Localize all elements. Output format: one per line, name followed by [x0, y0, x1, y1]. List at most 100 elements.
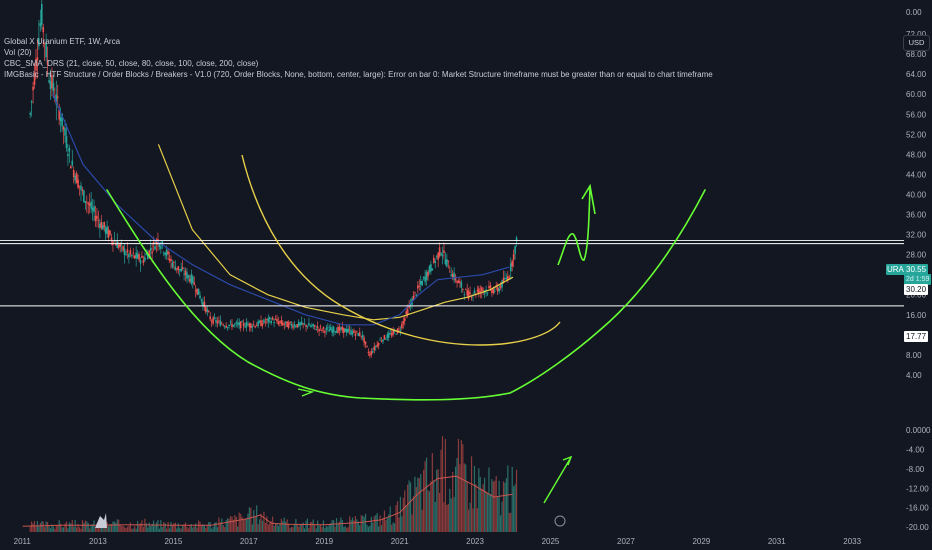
volume-bar — [298, 526, 300, 532]
candle-body — [390, 333, 393, 336]
volume-bar — [317, 520, 319, 532]
volume-bar — [327, 526, 329, 532]
volume-bar — [187, 528, 190, 532]
candle-body — [360, 335, 363, 337]
imgbasic-indicator-legend[interactable]: IMGBasic - HTF Structure / Order Blocks … — [4, 70, 713, 79]
candle-body — [434, 261, 437, 263]
volume-bar — [382, 517, 384, 532]
volume-bar — [182, 525, 184, 532]
volume-bar — [292, 527, 294, 532]
volume-bar — [254, 516, 256, 532]
candle-body — [84, 201, 87, 203]
volume-bar — [39, 523, 41, 532]
candle-body — [235, 322, 238, 324]
volume-bar — [129, 522, 131, 532]
candle-body — [218, 320, 220, 321]
volume-axis-tick: -8.00 — [906, 465, 925, 474]
price-pane — [0, 0, 904, 359]
candle-body — [460, 282, 463, 288]
volume-bar — [257, 524, 259, 532]
volume-bar — [65, 521, 68, 532]
volume-bar — [113, 521, 115, 532]
volume-bar — [86, 521, 88, 532]
volume-bar — [118, 519, 120, 532]
volume-bar — [343, 526, 345, 532]
price-axis-tick: 4.00 — [906, 371, 922, 380]
volume-bar — [70, 523, 72, 532]
volume-bar — [484, 477, 486, 532]
candle-body — [48, 80, 50, 83]
volume-bar — [36, 521, 39, 532]
volume-bar — [122, 525, 124, 532]
candle-body — [100, 221, 103, 229]
candle-body — [61, 113, 63, 127]
volume-bar — [77, 523, 79, 532]
volume-bar — [398, 517, 400, 532]
candle-body — [489, 285, 492, 289]
candle-body — [221, 323, 223, 325]
volume-bar — [245, 518, 248, 532]
candle-body — [187, 275, 190, 279]
volume-bar — [489, 494, 492, 532]
price-axis-tick: 48.00 — [906, 150, 927, 159]
time-axis-tick: 2019 — [315, 537, 333, 546]
candle-body — [328, 329, 331, 332]
candle-body — [155, 240, 158, 244]
candle-body — [206, 309, 209, 312]
candle-body — [234, 323, 236, 325]
candle-body — [511, 260, 514, 267]
volume-bar — [504, 482, 506, 532]
candle-body — [466, 289, 468, 296]
volume-bar — [433, 480, 435, 532]
candle-body — [64, 128, 66, 136]
volume-bar — [192, 527, 194, 532]
volume-bar — [199, 521, 201, 532]
candle-body — [162, 252, 165, 254]
price-axis-tick: 0.00 — [906, 8, 922, 17]
candle-body — [250, 323, 252, 329]
volume-legend[interactable]: Vol (20) — [4, 48, 32, 57]
candle-body — [29, 113, 31, 115]
volume-bar — [469, 502, 471, 532]
candle-body — [104, 227, 107, 234]
candle-body — [443, 250, 445, 253]
symbol-legend[interactable]: Global X Uranium ETF, 1W, Arca — [4, 37, 121, 46]
candle-body — [238, 322, 241, 326]
candle-body — [441, 254, 444, 256]
volume-bar — [260, 513, 262, 532]
price-axis-tick: 64.00 — [906, 70, 927, 79]
candle-body — [125, 254, 127, 255]
volume-bar — [354, 516, 356, 532]
volume-bar — [337, 523, 339, 532]
candle-body — [49, 81, 52, 90]
currency-button[interactable]: USD — [903, 35, 930, 51]
candle-body — [133, 255, 136, 259]
volume-bar — [404, 490, 406, 532]
volume-bar — [299, 524, 301, 532]
candle-body — [293, 324, 296, 327]
candle-body — [312, 323, 315, 326]
volume-bar — [135, 528, 137, 532]
volume-bar — [99, 525, 101, 532]
candle-body — [280, 320, 283, 324]
candle-body — [263, 319, 265, 323]
candle-body — [142, 259, 145, 264]
sma-indicator-legend[interactable]: CBC_SMA_DRS (21, close, 50, close, 80, c… — [4, 59, 259, 68]
candle-body — [226, 327, 229, 328]
volume-bar — [205, 528, 207, 532]
candle-body — [39, 22, 42, 27]
candle-body — [470, 297, 473, 298]
volume-bar — [160, 520, 162, 532]
candle-body — [341, 326, 344, 331]
candle-body — [58, 109, 61, 120]
volume-bar — [41, 521, 43, 532]
time-axis-tick: 2033 — [843, 537, 861, 546]
candle-body — [168, 258, 171, 261]
volume-bar — [513, 486, 515, 532]
volume-bar — [283, 517, 285, 532]
candle-body — [87, 202, 90, 205]
candle-body — [110, 237, 113, 241]
candle-body — [149, 247, 152, 251]
candle-body — [146, 253, 149, 260]
